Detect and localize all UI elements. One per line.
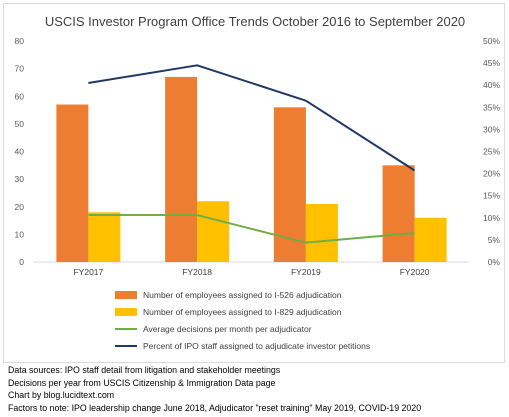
right-axis-tick-label: 10% <box>483 213 500 223</box>
legend-label: Number of employees assigned to I-829 ad… <box>143 307 342 317</box>
footnote-chart-credit: Chart by blog.lucidtext.com <box>8 390 115 401</box>
right-axis-tick-label: 30% <box>483 124 500 134</box>
left-axis-tick-label: 0 <box>19 257 24 267</box>
left-axis-tick-label: 60 <box>15 91 25 101</box>
right-axis-tick-label: 40% <box>483 80 500 90</box>
footnote-decisions-source: Decisions per year from USCIS Citizenshi… <box>8 377 276 388</box>
line-percent-staff <box>88 64 416 172</box>
category-label: FY2017 <box>73 267 103 277</box>
right-axis-tick-label: 20% <box>483 169 500 179</box>
right-axis-tick-label: 0% <box>488 257 501 267</box>
legend-label: Percent of IPO staff assigned to adjudic… <box>143 341 370 351</box>
legend-label: Number of employees assigned to I-526 ad… <box>143 290 342 300</box>
footnotes: Data sources: IPO staff detail from liti… <box>8 364 506 414</box>
legend: Number of employees assigned to I-526 ad… <box>115 290 370 351</box>
chart-svg: USCIS Investor Program Office Trends Oct… <box>15 14 501 351</box>
bar-i526 <box>382 165 415 262</box>
legend-label: Average decisions per month per adjudica… <box>143 324 312 334</box>
left-axis-tick-label: 40 <box>15 147 25 157</box>
right-axis-tick-label: 35% <box>483 102 500 112</box>
category-label: FY2020 <box>400 267 430 277</box>
bar-i829 <box>414 217 447 262</box>
left-axis-tick-label: 30 <box>15 174 25 184</box>
legend-swatch-bar <box>115 291 137 299</box>
category-label: FY2018 <box>182 267 212 277</box>
left-axis-tick-label: 50 <box>15 119 25 129</box>
bar-i829 <box>88 212 121 262</box>
bar-i829 <box>197 201 230 262</box>
right-axis-tick-label: 5% <box>488 235 501 245</box>
bar-i526 <box>165 76 198 262</box>
bars <box>56 76 447 262</box>
left-axis-tick-label: 10 <box>15 229 25 239</box>
lines <box>88 64 416 244</box>
right-axis-tick-label: 25% <box>483 147 500 157</box>
chart-title: USCIS Investor Program Office Trends Oct… <box>45 14 465 29</box>
right-axis-tick-label: 45% <box>483 58 500 68</box>
bar-i526 <box>56 104 89 262</box>
left-axis-tick-label: 20 <box>15 202 25 212</box>
footnote-data-sources: Data sources: IPO staff detail from liti… <box>8 365 281 375</box>
right-axis-tick-label: 15% <box>483 191 500 201</box>
category-labels: FY2017 FY2018 FY2019 FY2020 <box>73 267 429 277</box>
footnote-factors: Factors to note: IPO leadership change J… <box>8 402 422 413</box>
left-axis-tick-label: 70 <box>15 64 25 74</box>
category-label: FY2019 <box>291 267 321 277</box>
right-axis-tick-label: 50% <box>483 36 500 46</box>
bar-i829 <box>305 203 338 262</box>
left-axis-tick-label: 80 <box>15 36 25 46</box>
line-avg-decisions <box>88 214 415 244</box>
chart-frame: USCIS Investor Program Office Trends Oct… <box>3 3 505 363</box>
legend-swatch-bar <box>115 308 137 316</box>
